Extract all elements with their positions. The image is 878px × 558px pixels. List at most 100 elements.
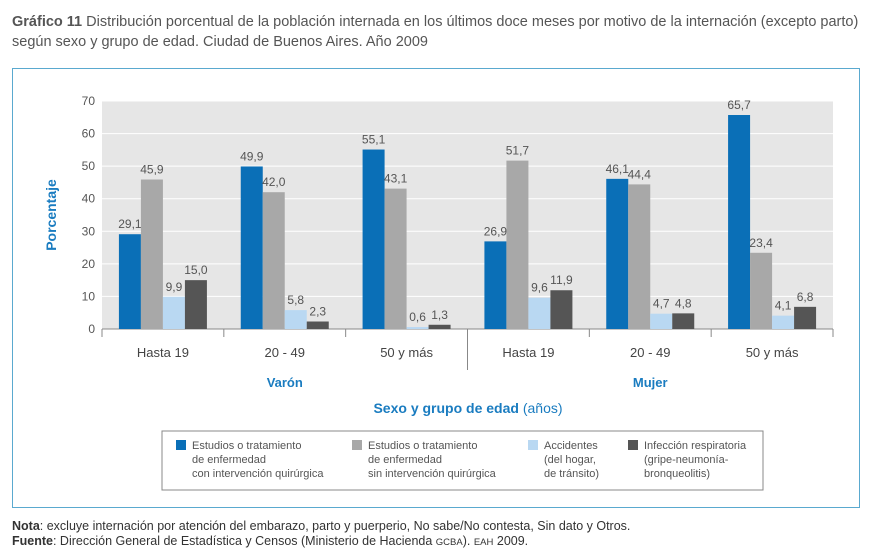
y-tick-label: 0	[88, 322, 95, 336]
source-mid: ).	[462, 534, 474, 548]
y-tick-label: 50	[82, 159, 96, 173]
bar	[118, 234, 141, 329]
bar	[184, 280, 207, 329]
plot-area	[102, 101, 833, 329]
bar-value-label: 65,7	[727, 98, 751, 112]
y-tick-label: 40	[82, 192, 96, 206]
legend-label: Accidentes	[544, 440, 598, 452]
bar-value-label: 0,6	[409, 310, 426, 324]
figure-label: Gráfico 11	[12, 14, 83, 30]
bar	[484, 241, 507, 329]
bar	[428, 324, 451, 329]
legend-swatch	[628, 440, 638, 450]
legend-label: bronqueolitis)	[644, 468, 710, 480]
bar-value-label: 4,8	[675, 296, 692, 310]
bar	[262, 192, 285, 329]
source-text: : Dirección General de Estadística y Cen…	[52, 534, 436, 548]
y-axis-label: Porcentaje	[43, 179, 59, 251]
bar	[240, 166, 263, 329]
legend-label: (del hogar,	[544, 454, 596, 466]
x-category-label: Hasta 19	[502, 345, 554, 360]
source-year: 2009.	[493, 534, 529, 548]
chart-notes: Nota: excluye internación por atención d…	[12, 519, 630, 550]
legend-swatch	[528, 440, 538, 450]
bar	[528, 297, 551, 329]
group-label: Varón	[267, 375, 303, 390]
legend-label: Estudios o tratamiento	[192, 440, 301, 452]
bar	[750, 252, 773, 329]
chart-title: Gráfico 11 Distribución porcentual de la…	[12, 12, 872, 52]
group-label: Mujer	[633, 375, 668, 390]
figure-caption: Distribución porcentual de la población …	[12, 14, 859, 50]
bar-value-label: 23,4	[749, 236, 773, 250]
y-tick-label: 70	[82, 94, 96, 108]
x-category-label: 20 - 49	[265, 345, 305, 360]
bar	[362, 149, 385, 329]
legend-label: sin intervención quirúrgica	[368, 468, 497, 480]
bar	[306, 321, 329, 329]
bar-value-label: 26,9	[484, 224, 508, 238]
source-survey: EAH	[473, 537, 494, 548]
y-tick-label: 20	[82, 257, 96, 271]
bar	[506, 160, 529, 329]
legend-label: con intervención quirúrgica	[192, 468, 324, 480]
legend-swatch	[352, 440, 362, 450]
bar-value-label: 4,7	[653, 297, 670, 311]
source-label: Fuente	[12, 534, 53, 548]
bar-value-label: 43,1	[384, 172, 408, 186]
legend-label: de tránsito)	[544, 468, 599, 480]
bar	[772, 315, 795, 329]
bar-value-label: 51,7	[506, 144, 530, 158]
legend-label: (gripe-neumonía-	[644, 454, 729, 466]
bar	[794, 306, 817, 329]
bar	[162, 296, 185, 329]
legend-box	[161, 430, 764, 491]
x-axis-label-unit: (años)	[523, 400, 563, 416]
bar	[140, 179, 163, 329]
note-line: Nota: excluye internación por atención d…	[12, 519, 630, 534]
x-category-label: 20 - 49	[630, 345, 670, 360]
bar-value-label: 9,9	[166, 280, 183, 294]
bar	[650, 313, 673, 329]
note-text: : excluye internación por atención del e…	[39, 519, 631, 533]
legend-label: de enfermedad	[368, 454, 442, 466]
bar-value-label: 42,0	[262, 175, 286, 189]
bar-value-label: 45,9	[140, 162, 164, 176]
note-label: Nota	[12, 519, 40, 533]
legend-label: de enfermedad	[192, 454, 266, 466]
legend-swatch	[176, 440, 186, 450]
y-tick-label: 10	[82, 289, 96, 303]
bar-value-label: 11,9	[550, 273, 573, 287]
bar-chart: 0 10 20 30 40 50 60 70 Porcentaje 29,1 45,9 9,915,0…	[43, 94, 834, 491]
x-axis-label-main: Sexo y grupo de edad	[373, 400, 522, 416]
bar-value-label: 5,8	[287, 293, 304, 307]
bar	[284, 310, 307, 329]
bar-value-label: 44,4	[628, 167, 652, 181]
bar-value-label: 2,3	[309, 305, 326, 319]
bar-value-label: 55,1	[362, 133, 386, 147]
bar-value-label: 4,1	[775, 299, 792, 313]
x-category-label: 50 y más	[380, 345, 433, 360]
bar	[628, 184, 651, 329]
bar-value-label: 15,0	[184, 263, 208, 277]
source-org: GCBA	[435, 537, 463, 548]
bar-value-label: 6,8	[797, 290, 814, 304]
x-category-label: Hasta 19	[137, 345, 189, 360]
x-category-label: 50 y más	[746, 345, 799, 360]
bar-value-label: 46,1	[606, 162, 630, 176]
bar-value-label: 9,6	[531, 281, 548, 295]
bar	[606, 178, 629, 329]
bar	[672, 313, 695, 329]
bar-value-label: 49,9	[240, 149, 264, 163]
bar	[384, 188, 407, 329]
x-axis-label: Sexo y grupo de edad (años)	[373, 400, 562, 416]
legend-label: Estudios o tratamiento	[368, 440, 477, 452]
bar	[550, 290, 573, 329]
bar-value-label: 1,3	[431, 308, 448, 322]
bar	[728, 115, 751, 330]
bar	[406, 327, 429, 329]
chart-frame	[12, 68, 860, 508]
source-line: Fuente: Dirección General de Estadística…	[12, 534, 630, 550]
bar-value-label: 29,1	[118, 217, 142, 231]
y-tick-label: 60	[82, 127, 96, 141]
